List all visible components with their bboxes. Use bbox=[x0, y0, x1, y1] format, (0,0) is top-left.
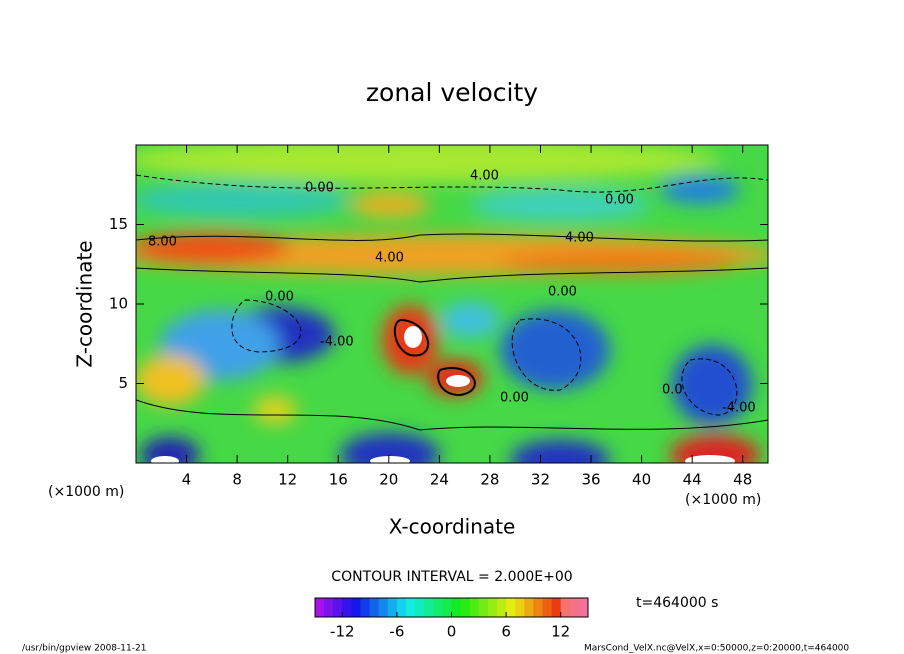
x-tick-label: 32 bbox=[531, 471, 550, 489]
colorbar-box bbox=[515, 598, 525, 617]
colorbar-box bbox=[569, 598, 580, 617]
x-unit: (×1000 m) bbox=[685, 492, 761, 508]
colorbar-tick-label: -12 bbox=[330, 623, 355, 641]
x-tick-label: 16 bbox=[329, 471, 348, 489]
colorbar-box bbox=[433, 598, 443, 617]
colorbar-box bbox=[333, 598, 343, 617]
contour-label: 0.00 bbox=[500, 391, 529, 406]
colorbar-box bbox=[451, 598, 462, 617]
colorbar-box bbox=[406, 598, 416, 617]
colorbar-box bbox=[542, 598, 553, 617]
contour-field bbox=[136, 145, 768, 463]
colorbar-box bbox=[360, 598, 371, 617]
x-axis-label: X-coordinate bbox=[389, 515, 516, 539]
x-tick-label: 36 bbox=[581, 471, 600, 489]
y-tick-label: 5 bbox=[118, 374, 128, 392]
colorbar-box bbox=[342, 598, 352, 617]
time-label: t=464000 s bbox=[636, 595, 718, 611]
x-tick-label: 20 bbox=[379, 471, 398, 489]
x-tick-label: 8 bbox=[232, 471, 242, 489]
contour-label: 0.0 bbox=[662, 383, 683, 398]
colorbar-box bbox=[378, 598, 389, 617]
y-tick-label: 15 bbox=[109, 215, 128, 233]
colorbar-box bbox=[351, 598, 361, 617]
x-tick-label: 40 bbox=[632, 471, 651, 489]
contour-label: 0.00 bbox=[605, 193, 634, 208]
contour-label: 8.00 bbox=[148, 235, 177, 250]
x-tick-label: 24 bbox=[430, 471, 449, 489]
footer-left: /usr/bin/gpview 2008-11-21 bbox=[22, 644, 146, 654]
x-tick-label: 44 bbox=[683, 471, 702, 489]
y-tick-label: 10 bbox=[109, 295, 128, 313]
colorbar-box bbox=[533, 598, 543, 617]
colorbar-tick-label: 0 bbox=[447, 623, 457, 641]
footer-right: MarsCond_VelX.nc@VelX,x=0:50000,z=0:2000… bbox=[584, 644, 849, 654]
x-tick-label: 48 bbox=[733, 471, 752, 489]
x-tick-label: 12 bbox=[278, 471, 297, 489]
colorbar-box bbox=[315, 598, 325, 617]
contour-label: -4.00 bbox=[320, 335, 354, 350]
contour-label: 4.00 bbox=[375, 251, 404, 266]
chart-title: zonal velocity bbox=[366, 78, 538, 107]
contour-interval: CONTOUR INTERVAL = 2.000E+00 bbox=[331, 569, 572, 585]
colorbar-box bbox=[424, 598, 434, 617]
contour-label: -4.00 bbox=[722, 401, 756, 416]
y-axis-label: Z-coordinate bbox=[73, 240, 97, 367]
colorbar-box bbox=[487, 598, 498, 617]
colorbar-box bbox=[387, 598, 398, 617]
colorbar-box bbox=[478, 598, 489, 617]
colorbar-box bbox=[442, 598, 452, 617]
contour-label: 0.00 bbox=[305, 181, 334, 196]
colorbar-tick-label: 6 bbox=[501, 623, 511, 641]
colorbar-box bbox=[524, 598, 534, 617]
contour-label: 0.00 bbox=[548, 285, 577, 300]
colorbar-tick-label: 12 bbox=[551, 623, 570, 641]
contour-label: 4.00 bbox=[470, 169, 499, 184]
contour-label: 4.00 bbox=[565, 231, 594, 246]
y-unit: (×1000 m) bbox=[48, 484, 124, 500]
contour-label: 0.00 bbox=[265, 290, 294, 305]
colorbar-box bbox=[560, 598, 571, 617]
colorbar-box bbox=[369, 598, 380, 617]
x-tick-label: 4 bbox=[182, 471, 192, 489]
x-tick-label: 28 bbox=[480, 471, 499, 489]
colorbar-tick-label: -6 bbox=[389, 623, 404, 641]
colorbar-box bbox=[551, 598, 562, 617]
colorbar-box bbox=[506, 598, 516, 617]
colorbar-box bbox=[497, 598, 507, 617]
colorbar-box bbox=[324, 598, 334, 617]
colorbar-box bbox=[396, 598, 407, 617]
colorbar-box bbox=[460, 598, 471, 617]
colorbar-box bbox=[578, 598, 589, 617]
colorbar-box bbox=[469, 598, 480, 617]
colorbar-box bbox=[415, 598, 425, 617]
